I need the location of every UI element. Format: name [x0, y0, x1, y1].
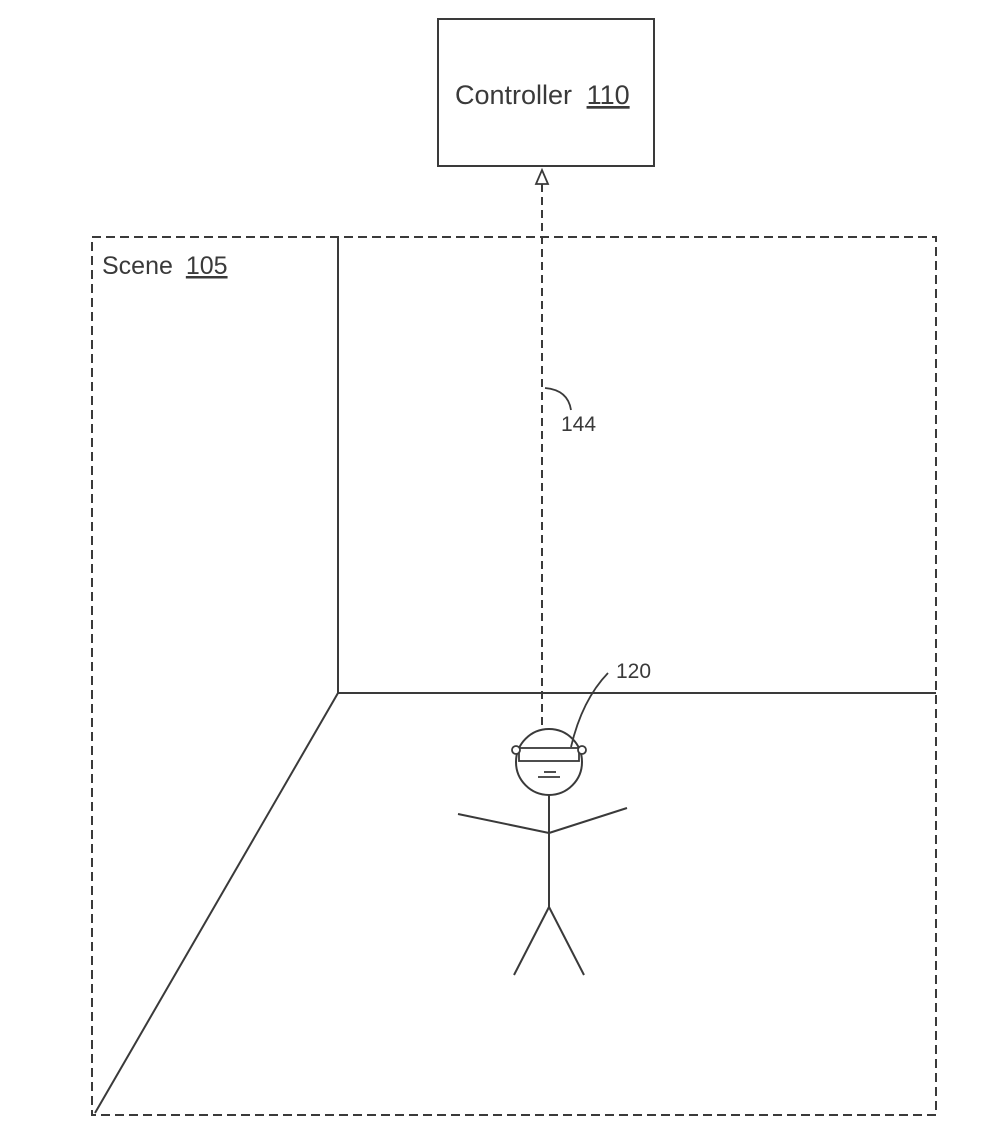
headset-leader-line: [570, 672, 609, 748]
user-arm-right: [548, 807, 628, 834]
room-perspective: [94, 237, 936, 1114]
scene-label: Scene: [102, 252, 173, 280]
headset-visor: [518, 747, 580, 762]
user-head: [515, 728, 583, 796]
controller-label: Controller: [455, 80, 572, 110]
arrow-up-icon: [534, 167, 550, 185]
scene-boundary: [91, 236, 937, 1116]
controller-block: Controller 110: [437, 18, 655, 167]
controller-ref: 110: [587, 80, 630, 110]
headset-strap-right: [577, 745, 587, 755]
headset-device: [511, 745, 587, 778]
scene-title: Scene 105: [102, 252, 228, 280]
user-leg-left: [513, 906, 550, 976]
user-figure: [457, 728, 628, 976]
user-leg-right: [548, 906, 585, 976]
headset-ref: 120: [616, 660, 651, 683]
communication-link: 144: [534, 167, 596, 751]
link-leader-line: [544, 387, 572, 411]
scene-block: Scene 105: [91, 236, 937, 1116]
controller-title: Controller 110: [455, 80, 630, 110]
controller-box: [437, 18, 655, 167]
floor-left-edge-line: [94, 692, 339, 1114]
user-arm-left: [457, 813, 550, 834]
link-ref: 144: [561, 413, 596, 436]
headset-strap-left: [511, 745, 521, 755]
scene-ref: 105: [186, 252, 228, 280]
